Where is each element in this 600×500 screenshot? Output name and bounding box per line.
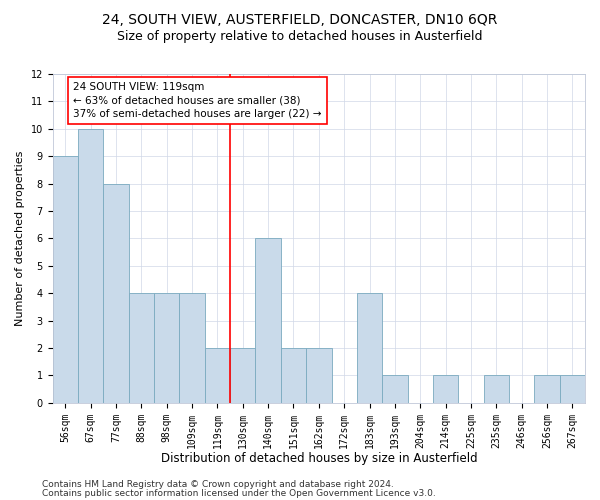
Y-axis label: Number of detached properties: Number of detached properties [15, 150, 25, 326]
Text: Size of property relative to detached houses in Austerfield: Size of property relative to detached ho… [117, 30, 483, 43]
Bar [382, 376, 407, 403]
Bar [560, 376, 585, 403]
Bar [154, 293, 179, 403]
Text: 24 SOUTH VIEW: 119sqm
← 63% of detached houses are smaller (38)
37% of semi-deta: 24 SOUTH VIEW: 119sqm ← 63% of detached … [73, 82, 322, 118]
Bar [103, 184, 129, 403]
Bar [281, 348, 306, 403]
Text: Contains public sector information licensed under the Open Government Licence v3: Contains public sector information licen… [42, 488, 436, 498]
Bar [256, 238, 281, 403]
X-axis label: Distribution of detached houses by size in Austerfield: Distribution of detached houses by size … [161, 452, 477, 465]
Bar [306, 348, 332, 403]
Bar [129, 293, 154, 403]
Bar [179, 293, 205, 403]
Bar [535, 376, 560, 403]
Text: 24, SOUTH VIEW, AUSTERFIELD, DONCASTER, DN10 6QR: 24, SOUTH VIEW, AUSTERFIELD, DONCASTER, … [103, 12, 497, 26]
Bar [53, 156, 78, 403]
Text: Contains HM Land Registry data © Crown copyright and database right 2024.: Contains HM Land Registry data © Crown c… [42, 480, 394, 489]
Bar [78, 129, 103, 403]
Bar [205, 348, 230, 403]
Bar [357, 293, 382, 403]
Bar [230, 348, 256, 403]
Bar [484, 376, 509, 403]
Bar [433, 376, 458, 403]
